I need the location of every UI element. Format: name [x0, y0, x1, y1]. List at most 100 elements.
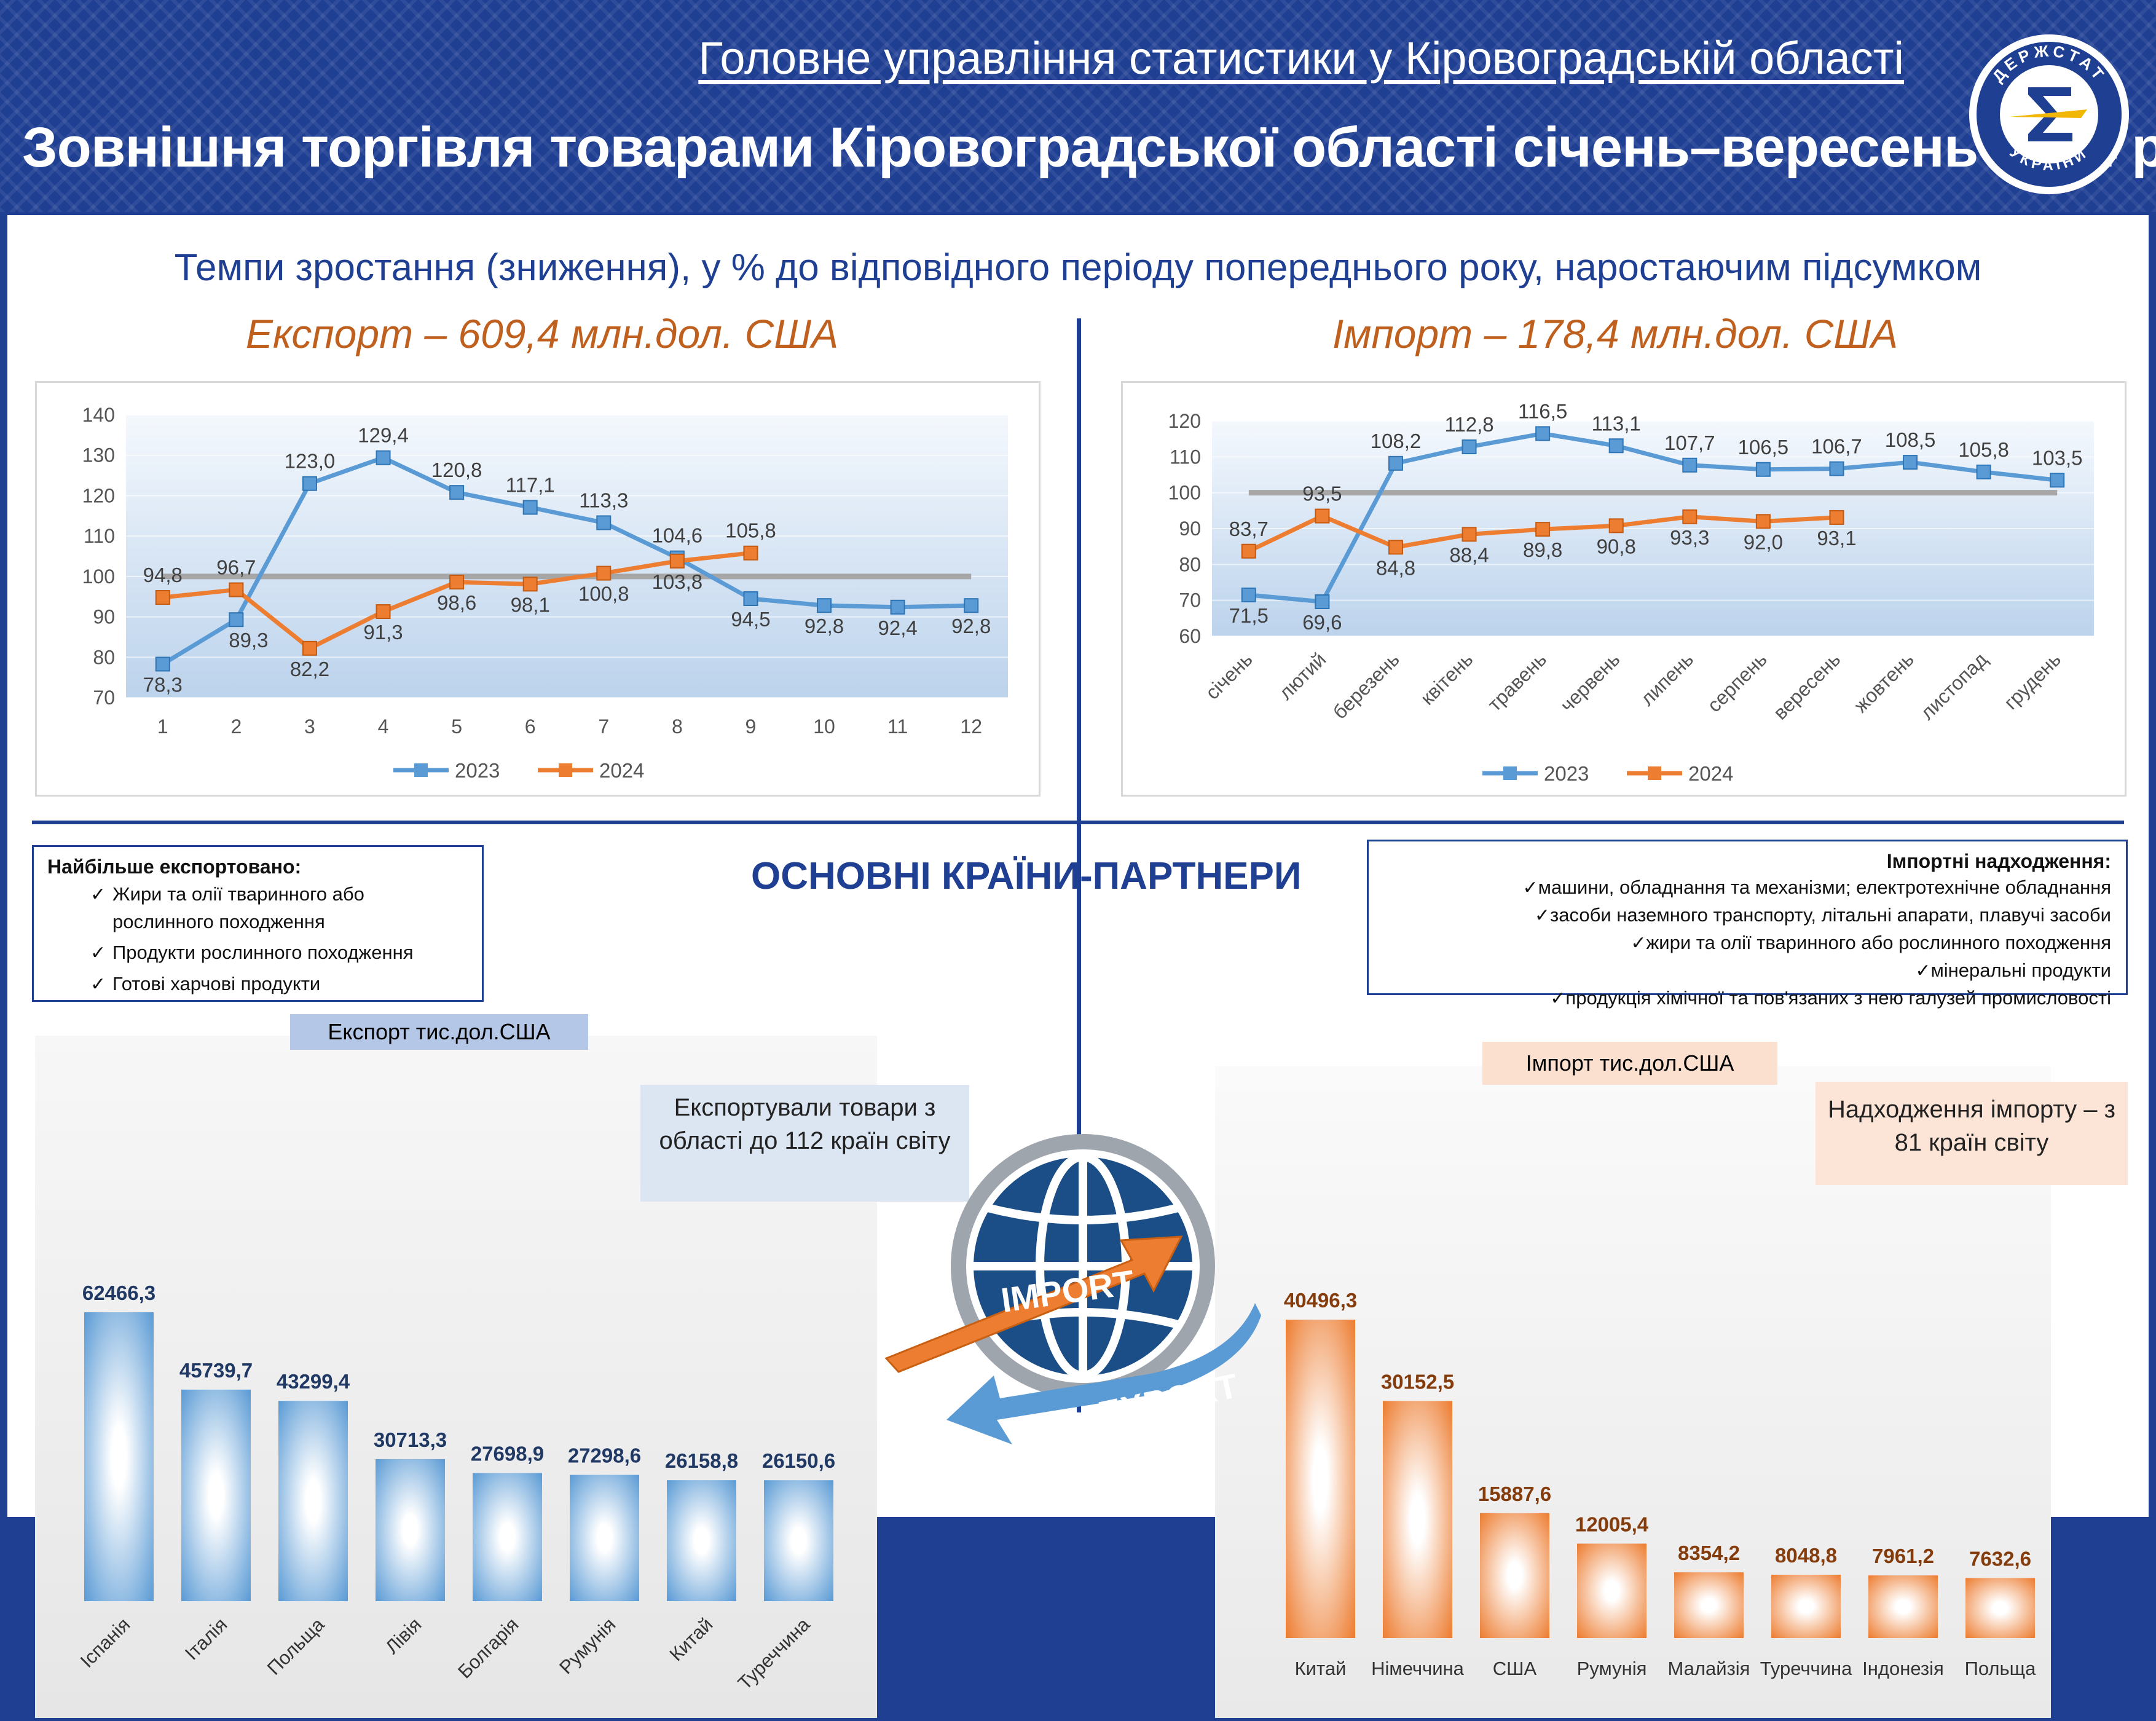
legend-marker-2024 — [559, 763, 572, 777]
data-label-2024: 84,8 — [1376, 556, 1415, 579]
data-point-2023 — [302, 476, 317, 491]
legend-marker-2024 — [1648, 766, 1661, 780]
import-products-title: Імпортні надходження: — [1886, 850, 2111, 872]
x-tick-label: серпень — [1703, 648, 1771, 716]
data-point-2024 — [449, 575, 465, 590]
import-product-item: ✓продукція хімічної та пов'язаних з нею … — [1383, 985, 2111, 1012]
data-label-2023: 104,6 — [652, 524, 703, 547]
import-product-item: ✓машини, обладнання та механізми; електр… — [1383, 874, 2111, 902]
import-product-item: ✓засоби наземного транспорту, літальні а… — [1383, 902, 2111, 929]
data-point-2023 — [817, 598, 832, 613]
bar-category-label: Польща — [263, 1613, 329, 1679]
bar-category-label: Туреччина — [1760, 1658, 1853, 1679]
legend-label-2023: 2023 — [455, 759, 500, 782]
data-label-2023: 89,3 — [229, 629, 268, 652]
data-label-2024: 100,8 — [578, 583, 629, 605]
bar — [1965, 1578, 2035, 1638]
x-tick-label: 11 — [887, 715, 908, 738]
bar — [1480, 1513, 1549, 1638]
bar — [1674, 1572, 1744, 1638]
x-tick-label: березень — [1329, 648, 1404, 723]
x-tick-label: 2 — [230, 715, 242, 738]
bar-category-label: Польща — [1965, 1658, 2037, 1679]
import-bars-title: Імпорт тис.дол.США — [1482, 1042, 1777, 1085]
series-line-2023 — [1248, 431, 2058, 604]
data-point-2023 — [1608, 438, 1624, 454]
data-point-2023 — [229, 612, 244, 628]
data-label-2023: 112,8 — [1444, 413, 1493, 436]
data-label-2024: 89,8 — [1523, 538, 1562, 561]
export-arrow — [946, 1303, 1261, 1444]
horizontal-divider — [32, 821, 2124, 824]
data-label-2024: 93,5 — [1302, 482, 1342, 505]
data-point-2023 — [964, 598, 979, 613]
data-point-2024 — [743, 545, 758, 561]
data-point-2023 — [522, 500, 538, 515]
check-icon: ✓ — [1631, 933, 1647, 953]
data-label-2023: 103,5 — [2032, 446, 2083, 469]
data-label-2023: 120,8 — [431, 459, 482, 481]
data-label-2023: 92,8 — [805, 615, 844, 637]
x-tick-label: 8 — [672, 715, 683, 738]
legend-marker-2023 — [1503, 766, 1517, 780]
data-point-2023 — [1388, 455, 1403, 471]
bar — [1383, 1401, 1452, 1638]
export-growth-chart: 70 80 90 100 110 120 130 140 1 2 3 4 5 6 7 8 9 10 11 12 78,3… — [35, 381, 1041, 797]
bar-category-label: Болгарія — [454, 1613, 522, 1682]
data-point-2024 — [596, 565, 612, 581]
x-tick-label: 5 — [451, 715, 462, 738]
x-tick-label: 7 — [598, 715, 609, 738]
plot-area — [126, 415, 1008, 698]
bar-value-label: 27298,6 — [568, 1444, 641, 1467]
data-point-2024 — [1682, 509, 1698, 524]
data-label-2023: 106,7 — [1811, 435, 1862, 458]
bar — [84, 1312, 154, 1601]
legend-label-2024: 2024 — [599, 759, 644, 782]
bar-category-label: Індонезія — [1862, 1658, 1944, 1679]
data-label-2023: 108,2 — [1371, 430, 1422, 452]
data-point-2023 — [449, 485, 465, 500]
data-point-2023 — [890, 599, 905, 615]
bar-category-label: Німеччина — [1371, 1658, 1465, 1679]
data-point-2024 — [522, 577, 538, 592]
bar-category-label: Китай — [665, 1613, 717, 1665]
y-tick-label: 120 — [82, 484, 115, 506]
data-point-2024 — [155, 590, 170, 605]
y-tick-label: 100 — [1168, 482, 1201, 504]
import-countries-note: Надходження імпорту – з 81 країн світу — [1816, 1082, 2128, 1185]
data-label-2024: 91,3 — [363, 621, 403, 644]
data-point-2024 — [302, 640, 317, 656]
import-products-box: Імпортні надходження: ✓машини, обладнанн… — [1367, 840, 2128, 1009]
data-point-2024 — [376, 604, 391, 620]
data-point-2023 — [376, 450, 391, 465]
data-label-2023: 78,3 — [143, 673, 183, 696]
check-icon: ✓ — [90, 974, 106, 994]
data-label-2024: 98,6 — [437, 591, 476, 614]
y-tick-label: 80 — [1179, 553, 1201, 575]
bar-category-label: Китай — [1295, 1658, 1347, 1679]
data-label-2024: 90,8 — [1597, 535, 1636, 557]
y-tick-label: 70 — [1179, 589, 1201, 612]
data-point-2023 — [1755, 462, 1771, 477]
y-tick-label: 60 — [1179, 625, 1201, 647]
data-point-2023 — [596, 515, 612, 530]
data-label-2023: 92,8 — [951, 615, 991, 637]
bar — [376, 1459, 445, 1601]
data-label-2024: 96,7 — [216, 556, 256, 579]
derzhstat-logo: ДЕРЖСТАТ УКРАЇНИ — [1969, 34, 2129, 194]
bar-value-label: 40496,3 — [1284, 1289, 1357, 1312]
data-point-2023 — [1462, 439, 1477, 454]
x-tick-label: 12 — [960, 715, 982, 738]
bar-category-label: Румунія — [1577, 1658, 1647, 1679]
data-label-2024: 82,2 — [290, 658, 329, 680]
x-tick-label: грудень — [1999, 648, 2065, 714]
bar-category-label: Румунія — [555, 1613, 620, 1678]
data-label-2023: 108,5 — [1885, 428, 1936, 451]
data-point-2023 — [1976, 464, 1991, 479]
bar — [181, 1389, 251, 1601]
data-label-2023: 94,5 — [731, 608, 770, 631]
data-label-2023: 129,4 — [358, 424, 409, 447]
x-tick-label: січень — [1201, 648, 1256, 703]
content-panel: Темпи зростання (зниження), у % до відпо… — [7, 215, 2149, 1718]
bar-category-label: Лівія — [381, 1613, 425, 1658]
